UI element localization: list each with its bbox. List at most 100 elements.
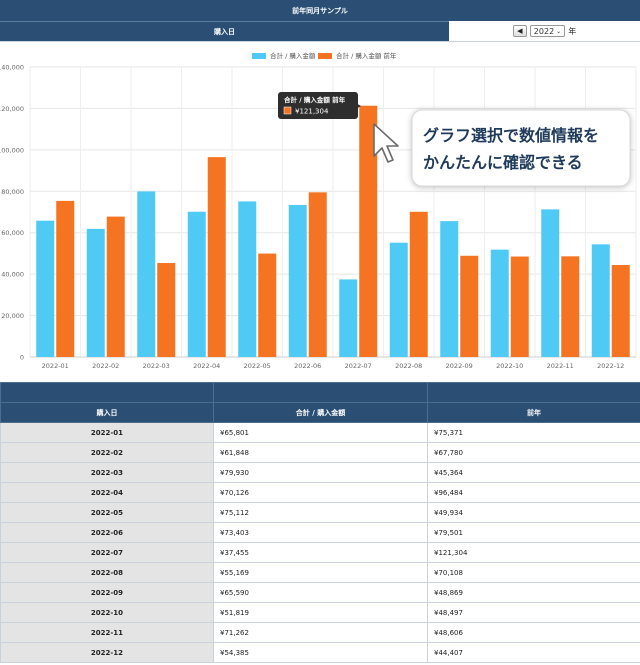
x-tick-label: 2022-08 xyxy=(395,362,422,370)
table-row: 2022-03 ¥79,930 ¥45,364 xyxy=(0,462,640,483)
cell-amount: ¥65,801 xyxy=(213,422,428,443)
cell-prev-year: ¥48,606 xyxy=(427,622,640,643)
cell-date: 2022-12 xyxy=(0,642,214,663)
data-table: 購入日 合計 / 購入金額 前年 2022-01 ¥65,801 ¥75,371 20… xyxy=(0,382,640,663)
bar-prev-year[interactable] xyxy=(359,105,378,357)
cell-date: 2022-02 xyxy=(0,442,214,463)
date-field-label: 購入日 xyxy=(0,21,449,41)
bar-prev-year[interactable] xyxy=(510,256,529,357)
cell-date: 2022-11 xyxy=(0,622,214,643)
cell-prev-year: ¥49,934 xyxy=(427,502,640,523)
legend-swatch-current[interactable] xyxy=(252,53,266,59)
legend-label-current[interactable]: 合計 / 購入金額 xyxy=(270,51,316,60)
x-tick-label: 2022-09 xyxy=(446,362,473,370)
column-header-amount: 合計 / 購入金額 xyxy=(213,402,428,423)
year-suffix: 年 xyxy=(568,26,577,36)
bar-current[interactable] xyxy=(339,279,358,357)
table-row: 2022-01 ¥65,801 ¥75,371 xyxy=(0,422,640,443)
header-spacer xyxy=(427,382,640,403)
bar-current[interactable] xyxy=(440,221,459,357)
x-tick-label: 2022-11 xyxy=(547,362,574,370)
bar-current[interactable] xyxy=(36,220,55,357)
table-row: 2022-02 ¥61,848 ¥67,780 xyxy=(0,442,640,463)
cell-prev-year: ¥75,371 xyxy=(427,422,640,443)
cell-amount: ¥37,455 xyxy=(213,542,428,563)
table-row: 2022-04 ¥70,126 ¥96,484 xyxy=(0,482,640,503)
table-header-spacer-row xyxy=(0,382,640,403)
bar-prev-year[interactable] xyxy=(460,255,479,357)
cell-date: 2022-01 xyxy=(0,422,214,443)
bar-prev-year[interactable] xyxy=(258,253,277,357)
x-tick-label: 2022-02 xyxy=(92,362,119,370)
x-tick-label: 2022-07 xyxy=(345,362,372,370)
bar-current[interactable] xyxy=(389,242,408,357)
y-tick-label: 100,000 xyxy=(0,146,24,154)
bar-current[interactable] xyxy=(288,204,307,357)
bar-current[interactable] xyxy=(187,211,206,357)
legend-swatch-prev-year[interactable] xyxy=(318,53,332,59)
column-header-date: 購入日 xyxy=(0,402,214,423)
bar-prev-year[interactable] xyxy=(157,263,176,357)
cell-date: 2022-10 xyxy=(0,602,214,623)
y-tick-label: 120,000 xyxy=(0,105,24,113)
header-spacer xyxy=(0,382,214,403)
cell-prev-year: ¥70,108 xyxy=(427,562,640,583)
year-select-value: 2022 xyxy=(533,26,555,36)
cell-prev-year: ¥45,364 xyxy=(427,462,640,483)
cell-amount: ¥51,819 xyxy=(213,602,428,623)
x-tick-label: 2022-01 xyxy=(42,362,69,370)
cell-prev-year: ¥121,304 xyxy=(427,542,640,563)
bar-prev-year[interactable] xyxy=(561,256,580,357)
legend-label-prev-year[interactable]: 合計 / 購入金額 前年 xyxy=(336,51,397,60)
y-tick-label: 60,000 xyxy=(1,229,24,237)
callout-line-1: グラフ選択で数値情報を xyxy=(423,126,599,145)
cell-amount: ¥61,848 xyxy=(213,442,428,463)
cell-date: 2022-06 xyxy=(0,522,214,543)
cell-prev-year: ¥96,484 xyxy=(427,482,640,503)
bar-prev-year[interactable] xyxy=(409,211,428,357)
bar-current[interactable] xyxy=(86,228,105,357)
table-row: 2022-11 ¥71,262 ¥48,606 xyxy=(0,622,640,643)
header-spacer xyxy=(213,382,428,403)
y-tick-label: 20,000 xyxy=(1,312,24,320)
tooltip-swatch xyxy=(283,106,292,115)
cell-date: 2022-03 xyxy=(0,462,214,483)
y-tick-label: 0 xyxy=(20,354,24,362)
bar-prev-year[interactable] xyxy=(56,200,75,357)
x-tick-label: 2022-03 xyxy=(143,362,170,370)
y-tick-label: 80,000 xyxy=(1,188,24,196)
callout-bubble xyxy=(411,109,631,187)
cell-amount: ¥71,262 xyxy=(213,622,428,643)
prev-year-button[interactable]: ◀ xyxy=(512,25,527,37)
bar-current[interactable] xyxy=(490,249,509,357)
cell-amount: ¥54,385 xyxy=(213,642,428,663)
column-header-prev-year: 前年 xyxy=(427,402,640,423)
bar-prev-year[interactable] xyxy=(207,157,226,357)
x-tick-label: 2022-06 xyxy=(294,362,321,370)
bar-current[interactable] xyxy=(238,201,257,357)
bar-current[interactable] xyxy=(541,209,560,357)
table-row: 2022-12 ¥54,385 ¥44,407 xyxy=(0,642,640,663)
cell-prev-year: ¥48,497 xyxy=(427,602,640,623)
y-tick-label: 40,000 xyxy=(1,271,24,279)
bar-chart[interactable]: 0 20,000 40,000 60,000 80,000 100,000 120,000 1… xyxy=(0,44,640,376)
page-title: 前年同月サンプル xyxy=(0,0,640,21)
bar-current[interactable] xyxy=(137,191,156,357)
bar-prev-year[interactable] xyxy=(106,216,125,357)
cell-date: 2022-08 xyxy=(0,562,214,583)
table-row: 2022-07 ¥37,455 ¥121,304 xyxy=(0,542,640,563)
cell-prev-year: ¥67,780 xyxy=(427,442,640,463)
chart-svg[interactable]: 0 20,000 40,000 60,000 80,000 100,000 120,000 1… xyxy=(0,44,640,376)
cell-date: 2022-05 xyxy=(0,502,214,523)
bar-prev-year[interactable] xyxy=(308,192,327,357)
year-select[interactable]: 2022 ⌄ xyxy=(529,25,566,37)
bar-prev-year[interactable] xyxy=(611,265,630,357)
x-tick-label: 2022-05 xyxy=(244,362,271,370)
cell-amount: ¥55,169 xyxy=(213,562,428,583)
bar-current[interactable] xyxy=(591,244,610,357)
cell-prev-year: ¥79,501 xyxy=(427,522,640,543)
y-tick-label: 140,000 xyxy=(0,64,24,72)
tooltip-box xyxy=(278,92,358,119)
tooltip-title: 合計 / 購入金額 前年 xyxy=(283,95,346,104)
x-tick-label: 2022-04 xyxy=(193,362,220,370)
